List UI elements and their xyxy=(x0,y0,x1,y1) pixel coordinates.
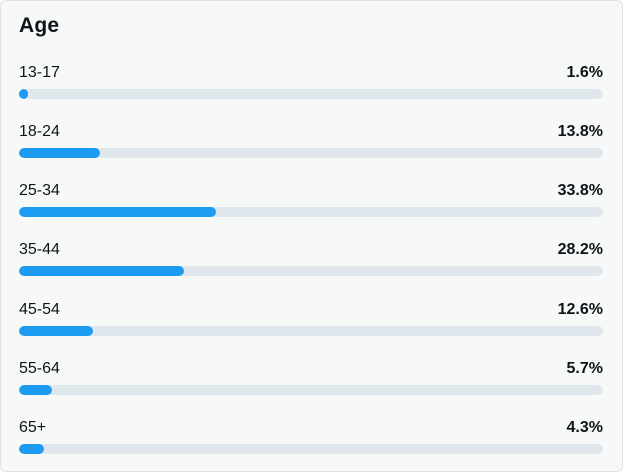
age-percent: 4.3% xyxy=(566,419,603,436)
age-percent: 13.8% xyxy=(557,123,603,140)
progress-track xyxy=(19,89,603,99)
age-row-35-44: 35-44 28.2% xyxy=(19,240,603,284)
age-label: 55-64 xyxy=(19,360,60,377)
progress-fill xyxy=(19,326,93,336)
age-label: 18-24 xyxy=(19,123,60,140)
progress-fill xyxy=(19,148,100,158)
age-row-13-17: 13-17 1.6% xyxy=(19,63,603,107)
age-label: 45-54 xyxy=(19,301,60,318)
progress-track xyxy=(19,444,603,454)
age-percent: 12.6% xyxy=(557,301,603,318)
age-label: 65+ xyxy=(19,419,47,436)
age-row-55-64: 55-64 5.7% xyxy=(19,359,603,403)
age-percent: 33.8% xyxy=(557,182,603,199)
progress-track xyxy=(19,148,603,158)
age-row-65-plus: 65+ 4.3% xyxy=(19,418,603,462)
age-percent: 5.7% xyxy=(566,360,603,377)
progress-track xyxy=(19,326,603,336)
age-percent: 28.2% xyxy=(557,241,603,258)
age-label: 35-44 xyxy=(19,241,60,258)
progress-track xyxy=(19,207,603,217)
age-row-18-24: 18-24 13.8% xyxy=(19,122,603,166)
progress-fill xyxy=(19,266,184,276)
age-label: 13-17 xyxy=(19,64,60,81)
age-label: 25-34 xyxy=(19,182,60,199)
progress-fill xyxy=(19,207,217,217)
progress-fill xyxy=(19,89,29,99)
age-row-25-34: 25-34 33.8% xyxy=(19,181,603,225)
panel-title: Age xyxy=(19,14,60,37)
progress-track xyxy=(19,266,603,276)
age-percent: 1.6% xyxy=(566,64,603,81)
age-row-45-54: 45-54 12.6% xyxy=(19,300,603,344)
age-panel: Age 13-17 1.6% 18-24 13.8% 25-34 33.8% 3… xyxy=(0,0,623,472)
progress-fill xyxy=(19,385,53,395)
progress-fill xyxy=(19,444,45,454)
progress-track xyxy=(19,385,603,395)
